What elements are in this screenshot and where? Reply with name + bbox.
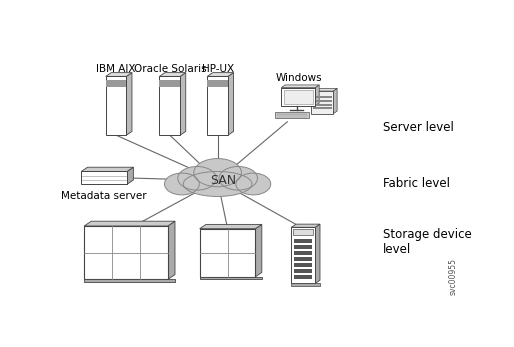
Text: Oracle Solaris: Oracle Solaris xyxy=(134,64,206,74)
Text: Storage device
level: Storage device level xyxy=(383,228,472,256)
Polygon shape xyxy=(126,73,132,135)
Bar xyxy=(313,96,332,98)
Ellipse shape xyxy=(194,159,242,187)
Text: Fabric level: Fabric level xyxy=(383,177,450,190)
Text: IBM AIX: IBM AIX xyxy=(96,64,136,74)
Ellipse shape xyxy=(183,171,252,196)
Bar xyxy=(84,226,168,279)
Bar xyxy=(294,251,313,255)
Text: Metadata server: Metadata server xyxy=(61,191,147,201)
Polygon shape xyxy=(333,88,337,114)
Ellipse shape xyxy=(236,173,271,195)
Bar xyxy=(294,275,313,279)
Bar xyxy=(294,257,313,261)
Bar xyxy=(313,100,332,102)
Bar xyxy=(294,269,313,273)
Polygon shape xyxy=(207,73,233,76)
Bar xyxy=(159,80,180,87)
Bar xyxy=(294,263,313,267)
Text: Windows: Windows xyxy=(276,73,323,83)
Bar xyxy=(84,279,175,282)
Polygon shape xyxy=(291,224,320,227)
Bar xyxy=(281,87,315,106)
Bar xyxy=(293,229,313,235)
Bar xyxy=(81,171,127,184)
Bar xyxy=(284,90,313,104)
Ellipse shape xyxy=(178,167,216,190)
Text: svc00955: svc00955 xyxy=(448,258,457,295)
Bar xyxy=(276,112,309,118)
Polygon shape xyxy=(180,73,186,135)
Bar xyxy=(291,283,320,286)
Bar xyxy=(311,91,333,114)
Polygon shape xyxy=(106,73,132,76)
Polygon shape xyxy=(168,221,175,279)
Polygon shape xyxy=(281,85,319,87)
Bar xyxy=(207,76,228,135)
Polygon shape xyxy=(311,88,337,91)
Text: Server level: Server level xyxy=(383,121,454,134)
Polygon shape xyxy=(255,225,262,277)
Text: SAN: SAN xyxy=(211,174,236,187)
Ellipse shape xyxy=(219,167,258,190)
Bar xyxy=(294,239,313,243)
Bar xyxy=(159,76,180,135)
Text: HP-UX: HP-UX xyxy=(201,64,234,74)
Bar xyxy=(199,229,255,277)
Bar xyxy=(313,107,332,109)
Ellipse shape xyxy=(164,173,199,195)
Polygon shape xyxy=(159,73,186,76)
Polygon shape xyxy=(228,73,233,135)
Polygon shape xyxy=(84,221,175,226)
Polygon shape xyxy=(315,85,319,106)
Bar xyxy=(294,245,313,249)
Polygon shape xyxy=(127,167,133,184)
Polygon shape xyxy=(199,225,262,229)
Bar xyxy=(207,80,228,87)
Bar xyxy=(291,227,315,283)
Polygon shape xyxy=(81,167,133,171)
Bar xyxy=(199,277,262,279)
Bar xyxy=(106,80,126,87)
Bar xyxy=(106,76,126,135)
Bar xyxy=(313,104,332,105)
Polygon shape xyxy=(315,224,320,283)
